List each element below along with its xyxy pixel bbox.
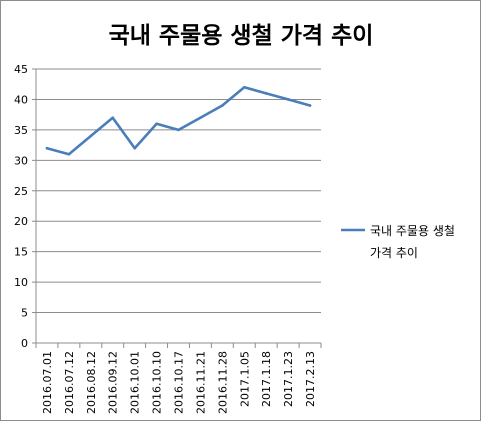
y-tick-label: 20 [14, 215, 28, 228]
x-tick-label: 2016.09.12 [107, 351, 120, 414]
x-tick-label: 2017.2.13 [304, 351, 317, 407]
data-point [89, 134, 93, 138]
data-point [264, 92, 268, 95]
x-tick-label: 2017.1.05 [238, 351, 251, 407]
x-tick-label: 2016.10.17 [173, 351, 186, 414]
series-line [45, 86, 312, 156]
y-tick-label: 5 [21, 307, 28, 320]
x-tick-label: 2016.07.01 [41, 351, 54, 414]
x-tick-label: 2016.11.21 [194, 351, 207, 414]
data-point [221, 104, 224, 107]
data-point [242, 85, 246, 89]
legend-label: 가격 추이 [370, 246, 418, 260]
y-tick-label: 25 [14, 185, 28, 198]
data-point [111, 116, 115, 120]
chart-title: 국내 주물용 생철 가격 추이 [109, 23, 374, 49]
y-tick-label: 0 [21, 337, 28, 350]
y-tick-label: 40 [14, 93, 28, 106]
data-point [199, 116, 202, 120]
x-tick-label: 2016.10.10 [151, 351, 164, 414]
data-point [45, 146, 49, 150]
data-point [133, 146, 136, 150]
x-tick-label: 2016.11.28 [216, 351, 229, 414]
y-tick-label: 15 [14, 246, 28, 259]
x-tick-label: 2016.10.01 [129, 351, 142, 414]
data-point [67, 152, 71, 156]
data-point [286, 98, 290, 101]
y-tick-label: 35 [14, 124, 28, 137]
plot-area: 0 5 10 15 20 25 30 35 40 45 2016.07.01 2016.07.12 20… [14, 63, 322, 414]
y-tick-label: 10 [14, 276, 28, 289]
x-tick-label: 2017.1.18 [260, 351, 273, 407]
x-tick-label: 2017.1.23 [282, 351, 295, 407]
y-tick-label: 45 [14, 63, 28, 76]
data-point [308, 104, 312, 107]
y-tick-label: 30 [14, 154, 28, 167]
legend-label: 국내 주물용 생철 [370, 224, 455, 238]
data-point [155, 122, 158, 126]
data-point [177, 128, 180, 132]
x-tick-label: 2016.08.12 [85, 351, 98, 414]
x-tick-label: 2016.07.12 [63, 351, 76, 414]
